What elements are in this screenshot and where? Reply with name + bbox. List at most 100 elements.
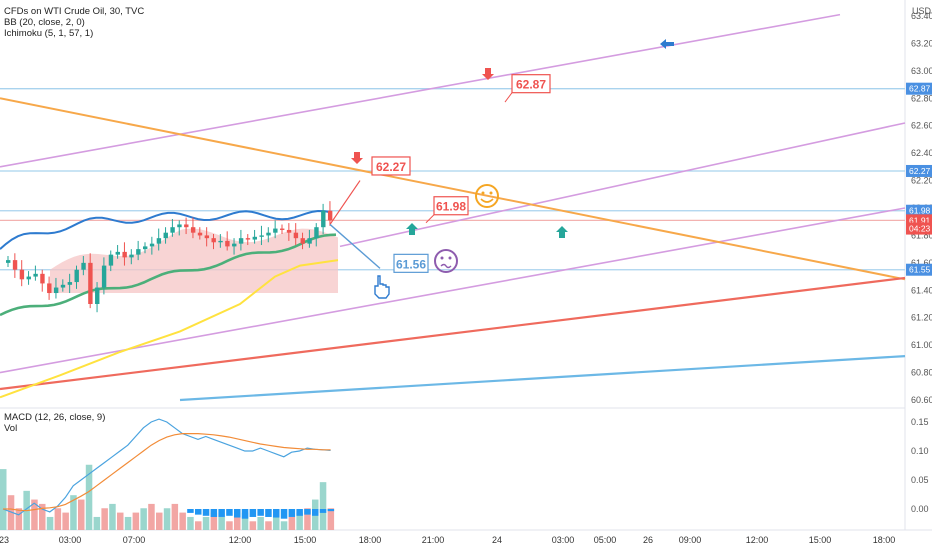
- volume-bar: [124, 516, 132, 530]
- price-tag-label: 62.27: [909, 166, 931, 176]
- price-tick-label: 63.00: [911, 66, 932, 76]
- candle-body: [273, 228, 278, 233]
- vol-title[interactable]: Vol: [4, 423, 17, 434]
- orange-trend-line: [0, 97, 906, 281]
- volume-bar: [163, 508, 171, 530]
- last-price-tag: [906, 222, 932, 235]
- price-tick-label: 62.20: [911, 176, 932, 186]
- callout-pointer: [504, 92, 513, 103]
- time-tick-label: 03:00: [59, 535, 82, 545]
- confused-face-outline: [434, 249, 458, 273]
- level-price-tag: [906, 164, 932, 177]
- volume-bar: [288, 516, 296, 530]
- time-tick-label: 03:00: [552, 535, 575, 545]
- macd-title[interactable]: MACD (12, 26, close, 9): [4, 412, 105, 423]
- confused-face-icon: [434, 249, 458, 273]
- confused-face-eye: [448, 256, 452, 260]
- time-axis[interactable]: 23 03:00 07:00 12:00 15:00 18:00 21:00 24 03:00 0…: [0, 535, 895, 545]
- histogram-bar: [187, 509, 194, 513]
- candle-body: [53, 287, 59, 294]
- level-price-tag: [906, 263, 932, 276]
- smiley-face-mouth: [480, 198, 494, 203]
- volume-bar: [304, 508, 311, 530]
- volume-bar: [39, 503, 46, 530]
- price-tick-label: 62.60: [911, 121, 932, 131]
- blue-trend-line: [179, 355, 906, 402]
- volume-bar: [46, 516, 54, 530]
- candle-body: [149, 243, 155, 247]
- currency-label: USD: [912, 6, 932, 16]
- histogram-bar: [304, 509, 311, 515]
- candle-body: [280, 228, 285, 230]
- callout-box: [511, 74, 551, 94]
- volume-bar: [31, 499, 38, 530]
- candle-body: [129, 254, 134, 258]
- price-tick-label: 60.60: [911, 395, 932, 405]
- signal-line: [3, 433, 331, 512]
- candle-body: [95, 287, 100, 304]
- price-tick-label: 63.20: [911, 38, 932, 48]
- volume-bar: [218, 516, 225, 530]
- candles: [6, 201, 333, 313]
- ichimoku-lagging-line: [0, 259, 339, 399]
- time-tick-label: 15:00: [294, 535, 317, 545]
- volume-bar: [156, 512, 163, 530]
- level-price-tag: [906, 82, 932, 95]
- candle-body: [47, 283, 52, 294]
- price-tick-label: 61.20: [911, 313, 932, 323]
- arrow-down-icon: [351, 152, 363, 164]
- candle-body: [81, 262, 86, 270]
- macd-tick-label: 0.15: [911, 417, 929, 427]
- indicator-ichimoku[interactable]: Ichimoku (5, 1, 57, 1): [4, 28, 93, 39]
- volume-bar: [62, 512, 69, 530]
- volume-bar: [265, 521, 272, 530]
- callout-label: 61.56: [396, 257, 426, 271]
- volume-bar: [179, 512, 186, 530]
- candle-body: [252, 236, 257, 240]
- price-tick-label: 61.80: [911, 230, 932, 240]
- arrow-up-icon: [556, 226, 568, 238]
- indicator-bb[interactable]: BB (20, close, 2, 0): [4, 17, 85, 28]
- histogram-bar: [257, 509, 264, 516]
- candle-body: [211, 238, 216, 243]
- confused-face-mouth: [440, 263, 452, 269]
- histogram-bar: [273, 509, 280, 518]
- candle-body: [101, 265, 107, 288]
- macd-tick-label: 0.05: [911, 475, 929, 485]
- time-tick-label: 23: [0, 535, 9, 545]
- candle-body: [88, 262, 93, 304]
- candle-body: [293, 232, 299, 239]
- volume-bar: [210, 512, 218, 530]
- histogram-bar: [234, 509, 241, 518]
- price-tag-label: 61.91: [909, 215, 931, 225]
- time-tick-label: 21:00: [422, 535, 445, 545]
- price-tick-label: 60.80: [911, 368, 932, 378]
- volume-bar: [93, 516, 101, 530]
- chart-title[interactable]: CFDs on WTI Crude Oil, 30, TVC: [4, 6, 144, 17]
- bollinger-band-line: [0, 209, 331, 250]
- candle-body: [6, 260, 11, 263]
- candle-body: [266, 232, 271, 236]
- volume-bar: [70, 495, 77, 530]
- candle-body: [245, 238, 251, 240]
- volume-bar: [319, 482, 327, 530]
- histogram-bar: [218, 509, 225, 517]
- volume-bar: [109, 503, 116, 530]
- time-tick-label: 18:00: [359, 535, 382, 545]
- candle-body: [314, 227, 319, 239]
- candle-body: [40, 273, 45, 284]
- time-tick-label: 26: [643, 535, 653, 545]
- volume-bar: [241, 512, 249, 530]
- volume-bar: [226, 521, 233, 530]
- arrow-left-icon: [660, 39, 674, 49]
- volume-bar: [187, 516, 194, 530]
- candle-body: [184, 224, 189, 228]
- candle-body: [286, 229, 292, 233]
- callout-label: 61.98: [436, 200, 466, 214]
- volume-bar: [280, 521, 288, 530]
- candle-body: [321, 210, 326, 228]
- ichimoku-base-line: [0, 233, 337, 317]
- histogram-bar: [288, 509, 296, 517]
- candle-body: [307, 238, 312, 244]
